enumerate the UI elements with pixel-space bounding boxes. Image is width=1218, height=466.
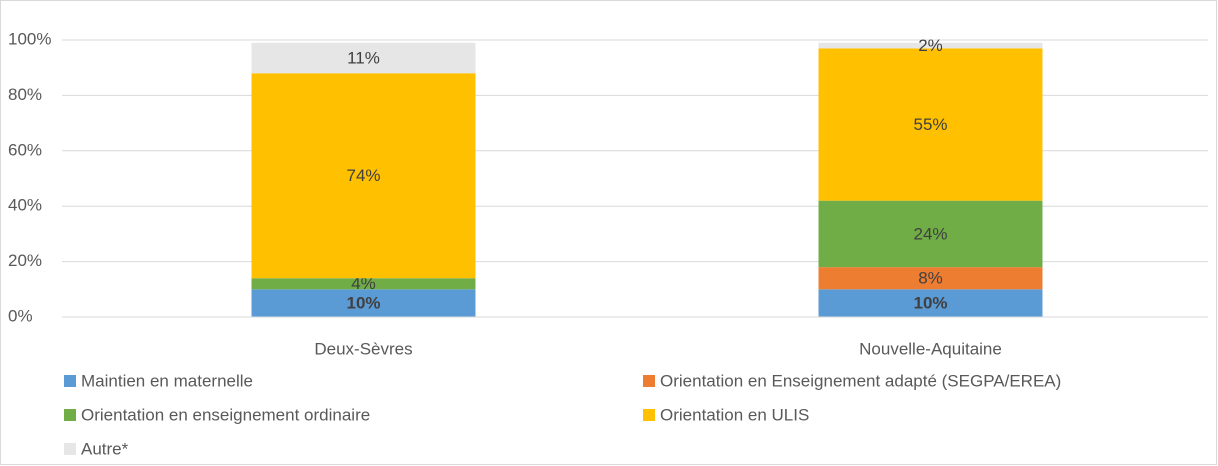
legend-label: Autre* <box>81 439 129 458</box>
bar-segment <box>818 289 1043 317</box>
y-tick-label: 0% <box>8 306 33 325</box>
data-label: 4% <box>351 274 376 293</box>
data-label: 2% <box>918 36 943 55</box>
bar-segment <box>818 48 1043 201</box>
bar-segment <box>251 42 476 74</box>
data-label: 11% <box>347 48 380 67</box>
data-label: 8% <box>918 269 943 288</box>
bar-segment <box>251 278 476 290</box>
data-label: 74% <box>346 166 380 185</box>
legend-label: Maintien en maternelle <box>81 371 253 390</box>
legend-swatch <box>64 375 76 387</box>
legend-label: Orientation en ULIS <box>660 405 809 424</box>
bar-segment <box>251 73 476 279</box>
legend-swatch <box>643 409 655 421</box>
legend-label: Orientation en enseignement ordinaire <box>81 405 370 424</box>
y-tick-label: 40% <box>8 196 42 215</box>
x-tick-label: Nouvelle-Aquitaine <box>859 339 1002 358</box>
bar-segment <box>818 42 1043 49</box>
data-label: 55% <box>913 115 947 134</box>
bar-segment <box>818 200 1043 268</box>
data-label: 24% <box>913 224 947 243</box>
legend-swatch <box>64 409 76 421</box>
x-tick-label: Deux-Sèvres <box>314 339 412 358</box>
data-label: 10% <box>913 294 947 313</box>
legend-swatch <box>643 375 655 387</box>
bar-segment <box>818 267 1043 290</box>
legend-swatch <box>64 443 76 455</box>
y-tick-label: 100% <box>8 29 51 48</box>
y-tick-label: 60% <box>8 140 42 159</box>
data-label: 10% <box>346 294 380 313</box>
y-tick-label: 80% <box>8 85 42 104</box>
legend-label: Orientation en Enseignement adapté (SEGP… <box>660 371 1061 390</box>
bar-segment <box>251 289 476 317</box>
y-tick-label: 20% <box>8 251 42 270</box>
